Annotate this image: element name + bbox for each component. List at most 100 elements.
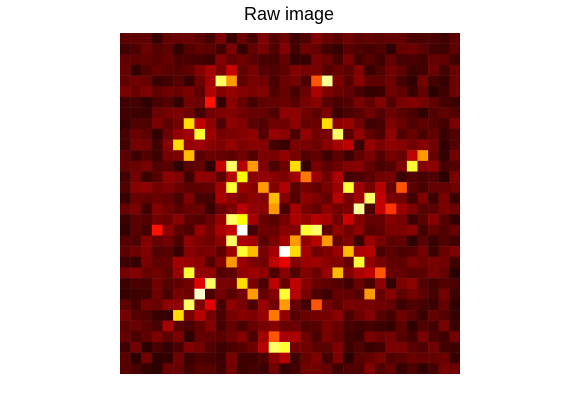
pixel-cell (236, 118, 248, 130)
pixel-cell (215, 214, 227, 226)
pixel-cell (321, 310, 333, 321)
pixel-cell (268, 352, 280, 364)
pixel-cell (449, 86, 460, 98)
pixel-cell (258, 118, 269, 130)
pixel-cell (279, 288, 291, 300)
pixel-cell (151, 299, 163, 311)
pixel-cell (396, 171, 408, 183)
pixel-cell (151, 235, 163, 247)
pixel-cell (343, 288, 354, 300)
pixel-cell (120, 64, 131, 76)
pixel-cell (396, 86, 408, 98)
pixel-cell (247, 278, 259, 289)
pixel-cell (353, 278, 365, 289)
pixel-cell (290, 64, 301, 76)
pixel-cell (385, 320, 397, 332)
pixel-cell (353, 139, 365, 151)
pixel-cell (183, 139, 195, 151)
pixel-cell (226, 118, 238, 130)
pixel-cell (183, 331, 195, 343)
pixel-cell (120, 107, 131, 119)
pixel-cell (173, 224, 184, 236)
pixel-cell (375, 224, 386, 236)
pixel-cell (215, 96, 227, 108)
pixel-cell (173, 235, 184, 247)
pixel-cell (268, 320, 280, 332)
pixel-cell (162, 139, 174, 151)
pixel-cell (194, 352, 206, 364)
pixel-cell (438, 235, 450, 247)
pixel-cell (343, 363, 354, 374)
pixel-cell (151, 352, 163, 364)
pixel-cell (449, 139, 460, 151)
pixel-cell (300, 86, 312, 98)
pixel-cell (194, 192, 206, 204)
pixel-cell (332, 86, 344, 98)
pixel-cell (215, 33, 227, 44)
pixel-cell (120, 86, 131, 98)
pixel-cell (396, 33, 408, 44)
pixel-cell (449, 192, 460, 204)
pixel-cell (364, 363, 376, 374)
pixel-cell (205, 86, 216, 98)
pixel-cell (130, 118, 142, 130)
pixel-cell (226, 160, 238, 172)
pixel-cell (279, 118, 291, 130)
pixel-cell (300, 139, 312, 151)
pixel-cell (173, 299, 184, 311)
pixel-cell (247, 128, 259, 140)
pixel-cell (258, 288, 269, 300)
pixel-cell (215, 192, 227, 204)
pixel-cell (332, 118, 344, 130)
pixel-cell (247, 139, 259, 151)
pixel-cell (215, 139, 227, 151)
pixel-cell (343, 182, 354, 194)
pixel-cell (417, 139, 429, 151)
pixel-cell (311, 299, 323, 311)
pixel-cell (396, 278, 408, 289)
pixel-cell (300, 203, 312, 215)
pixel-cell (332, 363, 344, 374)
pixel-cell (183, 203, 195, 215)
pixel-cell (130, 33, 142, 44)
pixel-cell (396, 96, 408, 108)
pixel-cell (268, 160, 280, 172)
pixel-cell (438, 192, 450, 204)
pixel-cell (449, 96, 460, 108)
pixel-cell (396, 363, 408, 374)
pixel-cell (438, 150, 450, 162)
pixel-cell (120, 214, 131, 226)
pixel-cell (300, 150, 312, 162)
pixel-cell (279, 235, 291, 247)
pixel-cell (236, 192, 248, 204)
pixel-cell (321, 64, 333, 76)
pixel-cell (130, 267, 142, 279)
pixel-cell (194, 320, 206, 332)
pixel-cell (194, 182, 206, 194)
pixel-cell (375, 128, 386, 140)
pixel-cell (300, 224, 312, 236)
pixel-cell (268, 43, 280, 55)
pixel-cell (449, 160, 460, 172)
pixel-cell (428, 214, 439, 226)
pixel-cell (151, 139, 163, 151)
pixel-cell (194, 363, 206, 374)
pixel-cell (343, 171, 354, 183)
pixel-cell (396, 203, 408, 215)
pixel-cell (183, 256, 195, 268)
pixel-cell (417, 128, 429, 140)
pixel-cell (120, 342, 131, 353)
pixel-cell (194, 54, 206, 66)
pixel-cell (385, 64, 397, 76)
pixel-cell (205, 224, 216, 236)
pixel-cell (449, 320, 460, 332)
pixel-cell (332, 128, 344, 140)
pixel-cell (290, 139, 301, 151)
pixel-cell (428, 278, 439, 289)
pixel-cell (162, 171, 174, 183)
pixel-cell (151, 278, 163, 289)
pixel-cell (279, 320, 291, 332)
pixel-cell (279, 54, 291, 66)
pixel-cell (417, 299, 429, 311)
pixel-cell (417, 320, 429, 332)
